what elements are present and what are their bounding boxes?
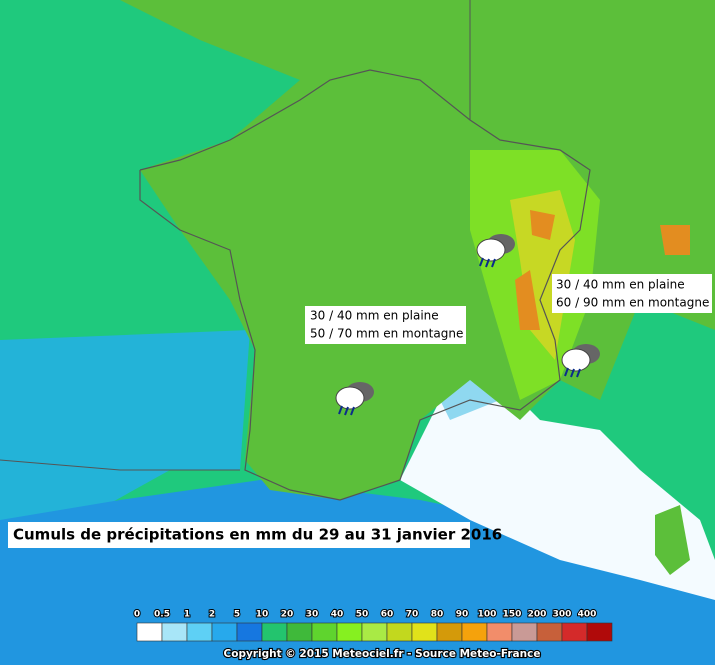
legend-swatch bbox=[411, 622, 438, 642]
legend-label: 1 bbox=[184, 610, 190, 620]
peak-east bbox=[660, 225, 690, 255]
weather-icon bbox=[561, 344, 600, 378]
legend-label: 90 bbox=[456, 610, 469, 620]
legend-swatch bbox=[436, 622, 463, 642]
legend-swatch bbox=[386, 622, 413, 642]
legend-label: 0 bbox=[134, 610, 140, 620]
weather-icon bbox=[335, 382, 374, 416]
dry-mediterranean-zone bbox=[400, 380, 715, 600]
sea-biscay bbox=[0, 330, 250, 520]
copyright: Copyright © 2015 Meteociel.fr - Source M… bbox=[224, 648, 541, 660]
legend-label: 400 bbox=[578, 610, 597, 620]
annotation-text: 30 / 40 mm en plaine bbox=[310, 309, 439, 323]
legend-swatch bbox=[361, 622, 388, 642]
annotation-box bbox=[552, 274, 712, 313]
legend-swatch bbox=[261, 622, 288, 642]
legend-swatch bbox=[286, 622, 313, 642]
peak-vosges bbox=[530, 210, 555, 240]
legend-label: 10 bbox=[256, 610, 269, 620]
legend-swatch bbox=[586, 622, 613, 642]
legend-label: 70 bbox=[406, 610, 419, 620]
legend-label: 80 bbox=[431, 610, 444, 620]
legend-label: 20 bbox=[281, 610, 294, 620]
annotation-text: 60 / 90 mm en montagne bbox=[556, 296, 709, 310]
legend-label: 2 bbox=[209, 610, 215, 620]
legend-label: 100 bbox=[478, 610, 497, 620]
legend-label: 0.5 bbox=[154, 610, 170, 620]
legend-label: 150 bbox=[503, 610, 522, 620]
legend-label: 200 bbox=[528, 610, 547, 620]
france-border bbox=[139, 69, 591, 501]
legend-label: 40 bbox=[331, 610, 344, 620]
legend-swatch bbox=[136, 622, 163, 642]
legend-swatch bbox=[336, 622, 363, 642]
legend-label: 5 bbox=[234, 610, 240, 620]
legend-swatch bbox=[161, 622, 188, 642]
annotation-box bbox=[305, 306, 466, 344]
legend-swatch bbox=[186, 622, 213, 642]
map-title: Cumuls de précipitations en mm du 29 au … bbox=[13, 526, 502, 544]
annotation-text: 50 / 70 mm en montagne bbox=[310, 327, 463, 341]
legend-swatch bbox=[536, 622, 563, 642]
legend-swatch bbox=[211, 622, 238, 642]
weather-icon bbox=[476, 234, 515, 268]
peak-alps bbox=[515, 270, 540, 330]
legend: 0 0.5 1 2 5 10 20 30 40 50 60 70 80 90 100 150 200 300 400 bbox=[133, 609, 613, 642]
legend-swatch bbox=[561, 622, 588, 642]
corsica bbox=[655, 505, 690, 575]
legend-swatch bbox=[511, 622, 538, 642]
legend-label: 60 bbox=[381, 610, 394, 620]
legend-swatch bbox=[486, 622, 513, 642]
heavy-rain-alps bbox=[510, 190, 575, 360]
annotation-text: 30 / 40 mm en plaine bbox=[556, 278, 685, 292]
legend-label: 50 bbox=[356, 610, 369, 620]
legend-swatch bbox=[461, 622, 488, 642]
legend-label: 30 bbox=[306, 610, 319, 620]
title-box bbox=[8, 522, 470, 548]
legend-swatch bbox=[236, 622, 263, 642]
spain-coast bbox=[0, 459, 240, 471]
legend-swatch bbox=[311, 622, 338, 642]
legend-label: 300 bbox=[553, 610, 572, 620]
